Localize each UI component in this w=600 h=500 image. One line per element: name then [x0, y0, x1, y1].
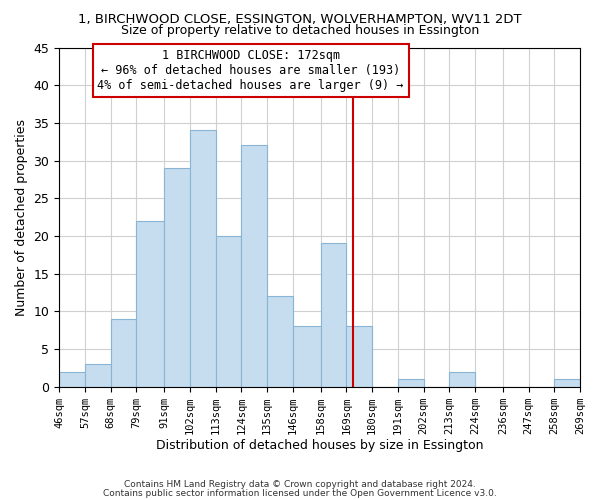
Bar: [136, 221, 164, 386]
X-axis label: Distribution of detached houses by size in Essington: Distribution of detached houses by size …: [156, 440, 484, 452]
Bar: [398, 379, 424, 386]
Bar: [346, 326, 372, 386]
Bar: [59, 372, 85, 386]
Text: 1, BIRCHWOOD CLOSE, ESSINGTON, WOLVERHAMPTON, WV11 2DT: 1, BIRCHWOOD CLOSE, ESSINGTON, WOLVERHAM…: [78, 12, 522, 26]
Bar: [85, 364, 110, 386]
Text: 1 BIRCHWOOD CLOSE: 172sqm
← 96% of detached houses are smaller (193)
4% of semi-: 1 BIRCHWOOD CLOSE: 172sqm ← 96% of detac…: [97, 49, 404, 92]
Bar: [267, 296, 293, 386]
Bar: [554, 379, 580, 386]
Bar: [293, 326, 321, 386]
Bar: [449, 372, 475, 386]
Bar: [190, 130, 215, 386]
Text: Contains public sector information licensed under the Open Government Licence v3: Contains public sector information licen…: [103, 489, 497, 498]
Bar: [321, 244, 346, 386]
Bar: [164, 168, 190, 386]
Text: Size of property relative to detached houses in Essington: Size of property relative to detached ho…: [121, 24, 479, 37]
Bar: [215, 236, 241, 386]
Bar: [241, 146, 267, 386]
Bar: [110, 319, 136, 386]
Text: Contains HM Land Registry data © Crown copyright and database right 2024.: Contains HM Land Registry data © Crown c…: [124, 480, 476, 489]
Y-axis label: Number of detached properties: Number of detached properties: [15, 118, 28, 316]
